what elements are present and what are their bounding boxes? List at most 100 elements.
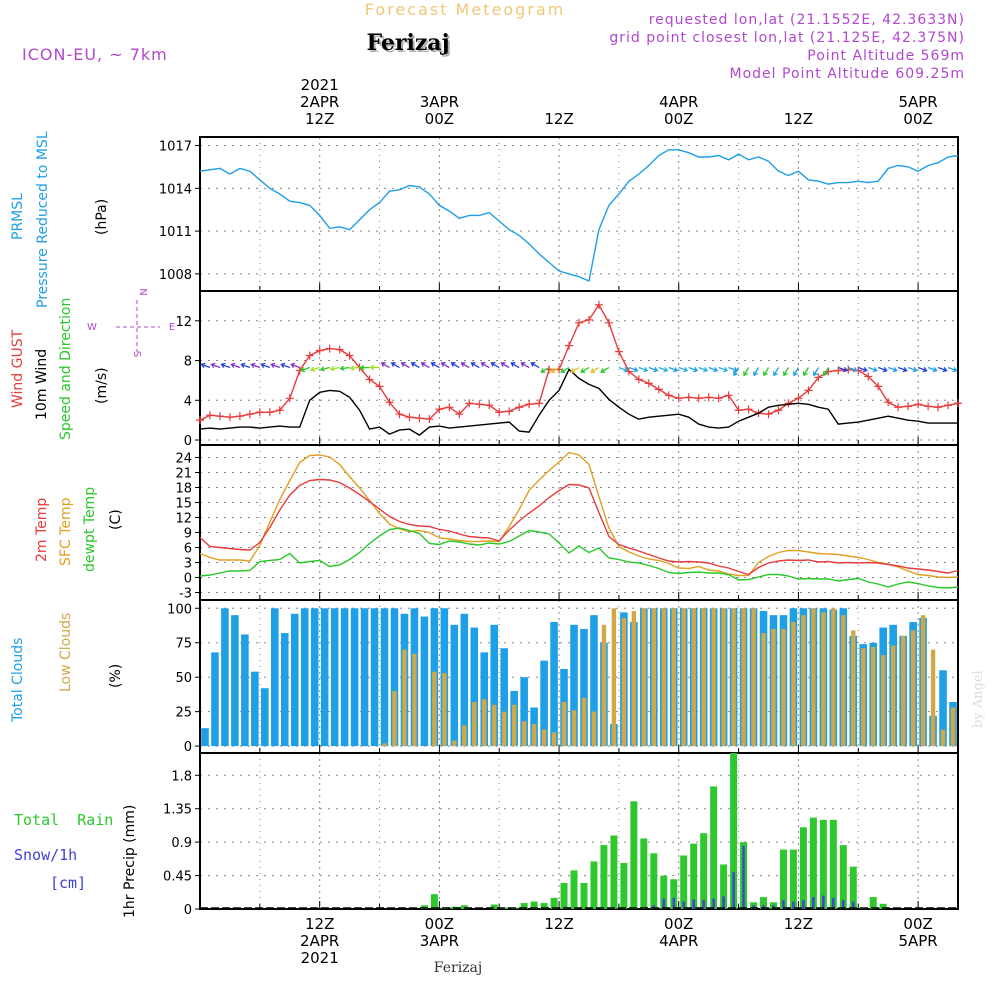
total-cloud-bar	[550, 622, 558, 747]
low-cloud-bar	[940, 729, 946, 747]
top-axis-label: 12Z	[544, 110, 573, 128]
gust-marker	[704, 393, 713, 402]
rain-bar	[700, 833, 708, 909]
low-cloud-bar	[392, 690, 397, 747]
gust-marker	[594, 300, 603, 309]
snow-bar	[722, 896, 725, 909]
rain-bar	[829, 819, 837, 909]
gust-marker	[265, 408, 274, 417]
wind-direction-arrow	[339, 365, 350, 372]
total-cloud-bar	[201, 728, 209, 747]
bottom-axis-label: 00Z	[664, 915, 693, 933]
model-label: ICON-EU, ~ 7km	[22, 45, 168, 64]
rain-bar	[460, 905, 468, 909]
wind-direction-arrow	[848, 366, 858, 373]
wind-direction-arrow	[480, 362, 490, 369]
wind-direction-arrow	[600, 366, 610, 373]
wind-direction-arrow	[280, 362, 290, 369]
y-tick-label: 0.9	[171, 836, 192, 851]
gust-marker	[664, 391, 673, 400]
total-cloud-bar	[261, 688, 269, 747]
wind-direction-arrow	[309, 366, 320, 372]
watermark: by Angel	[971, 670, 986, 728]
low-cloud-bar	[601, 624, 607, 747]
gust-marker	[954, 399, 962, 408]
snow-bar	[812, 897, 815, 909]
total-cloud-bar	[520, 677, 528, 747]
rain-bar	[590, 861, 598, 909]
wind-direction-arrow	[380, 362, 390, 369]
total-cloud-bar	[420, 616, 429, 747]
wind-direction-arrow	[420, 362, 430, 369]
pressure-label-2: Pressure Reduced to MSL	[35, 131, 51, 308]
wind-direction-arrow	[260, 362, 271, 369]
gust-marker	[465, 399, 474, 408]
dewpt-line	[199, 527, 959, 589]
gust-marker	[385, 398, 394, 407]
low-cloud-bar	[900, 635, 906, 747]
wind10m-line	[199, 368, 958, 436]
gust-marker	[425, 415, 434, 424]
y-tick-label: 1014	[159, 182, 192, 197]
gust-marker	[764, 410, 773, 419]
gust-marker	[904, 402, 913, 411]
total-cloud-bar	[320, 608, 329, 747]
y-tick-label: 24	[175, 452, 192, 467]
rain-bar	[710, 786, 718, 909]
low-cloud-bar	[861, 648, 866, 747]
wind-direction-arrow	[877, 366, 888, 373]
wind-direction-arrow	[230, 362, 241, 369]
gust-marker	[245, 410, 254, 419]
y-tick-label: 9	[184, 527, 192, 542]
bottom-axis-label: 3APR	[420, 932, 459, 950]
total-cloud-bar	[290, 613, 299, 747]
total-cloud-bar	[390, 608, 399, 747]
wind-direction-arrow	[520, 362, 530, 369]
gust-marker	[395, 410, 404, 419]
rain-bar	[520, 903, 528, 909]
wind-direction-arrow	[897, 366, 908, 373]
snow-bar	[802, 900, 805, 909]
low-cloud-bar	[591, 711, 597, 747]
wind-direction-arrow	[250, 362, 261, 369]
rain-bar	[660, 875, 668, 909]
y-tick-label: 18	[175, 482, 192, 497]
cloud-unit: (%)	[108, 664, 124, 688]
y-tick-label: 1017	[159, 140, 192, 155]
gust-marker	[944, 401, 953, 410]
rain-bar	[530, 901, 538, 909]
precip-unit: 1hr Precip (mm)	[122, 805, 138, 918]
y-tick-label: 1008	[159, 268, 192, 283]
low-cloud-bar	[432, 671, 437, 747]
rain-bar	[670, 879, 678, 909]
wind-direction-arrow	[638, 366, 649, 373]
wind-direction-arrow	[658, 366, 669, 373]
wind-direction-arrow	[937, 366, 948, 373]
bottom-axis-label: 5APR	[898, 932, 937, 950]
rain-bar	[560, 883, 568, 909]
total-cloud-bar	[211, 652, 219, 747]
gust-marker	[455, 410, 464, 419]
top-axis-label: 00Z	[903, 110, 932, 128]
rain-bar	[650, 853, 658, 909]
gust-marker	[924, 402, 933, 411]
low-clouds-label: Low Clouds	[58, 613, 74, 692]
snow-bar	[842, 900, 845, 909]
rain-bar	[720, 864, 728, 909]
wind-direction-arrow	[560, 366, 570, 373]
total-cloud-bar	[500, 648, 508, 747]
wind-direction-arrow	[240, 362, 251, 369]
low-cloud-bar	[661, 608, 666, 747]
wind-direction-arrow	[698, 366, 709, 373]
wind-direction-arrow	[792, 367, 799, 377]
wind-direction-arrow	[688, 366, 699, 373]
low-cloud-bar	[691, 608, 696, 747]
low-cloud-bar	[841, 615, 846, 747]
low-cloud-bar	[482, 699, 487, 747]
wind-direction-arrow	[359, 364, 370, 371]
top-axis-label: 12Z	[305, 110, 334, 128]
gust-marker	[485, 401, 494, 410]
low-cloud-bar	[472, 702, 477, 747]
